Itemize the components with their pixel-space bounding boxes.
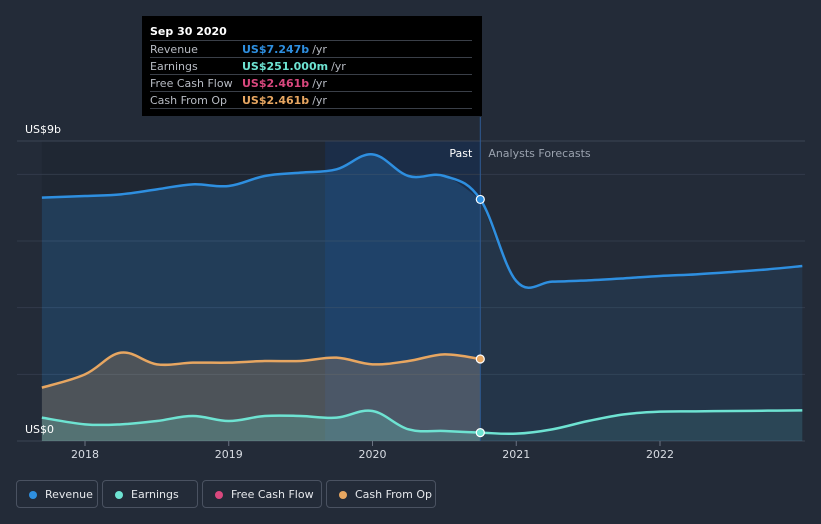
tooltip: Sep 30 2020 Revenue US$7.247b/yr Earning… — [142, 16, 482, 116]
tooltip-value-text: US$2.461b — [242, 94, 310, 107]
series-line-cash-from-op — [41, 351, 481, 389]
tooltip-unit: /yr — [312, 77, 327, 90]
tooltip-value-text: US$251.000m — [242, 60, 329, 73]
tooltip-value: US$2.461b/yr — [242, 77, 327, 90]
x-tick-label: 2019 — [215, 448, 243, 461]
tooltip-row-free-cash-flow: Free Cash Flow US$2.461b/yr — [150, 74, 472, 91]
legend-dot-icon — [29, 491, 37, 499]
series-area-forecast-earnings — [480, 410, 803, 441]
y-axis-label-top: US$9b — [25, 123, 61, 136]
past-label: Past — [449, 147, 473, 160]
legend-label: Cash From Op — [355, 488, 433, 501]
tooltip-value-text: US$2.461b — [242, 77, 310, 90]
x-tick-label: 2018 — [71, 448, 99, 461]
tooltip-label: Free Cash Flow — [150, 77, 233, 90]
tooltip-label: Earnings — [150, 60, 198, 73]
legend-item-revenue[interactable]: Revenue — [16, 480, 98, 508]
x-tick-label: 2021 — [502, 448, 530, 461]
tooltip-row-earnings: Earnings US$251.000m/yr — [150, 57, 472, 74]
legend-label: Earnings — [131, 488, 179, 501]
series-area-past-cash-from-op — [41, 352, 481, 441]
tooltip-row-revenue: Revenue US$7.247b/yr — [150, 40, 472, 57]
tooltip-value: US$2.461b/yr — [242, 94, 327, 107]
series-line-revenue — [41, 153, 803, 290]
x-tick-label: 2020 — [359, 448, 387, 461]
series-area-forecast-revenue — [480, 199, 803, 441]
y-axis-label-bottom: US$0 — [25, 423, 54, 436]
tooltip-unit: /yr — [312, 94, 327, 107]
series-area-past-revenue — [41, 154, 481, 441]
tooltip-value: US$251.000m/yr — [242, 60, 346, 73]
series-line-earnings — [41, 409, 803, 436]
series-area-past-earnings — [41, 410, 481, 441]
marker-cash-from-op — [475, 354, 485, 364]
legend-item-earnings[interactable]: Earnings — [102, 480, 198, 508]
tooltip-value: US$7.247b/yr — [242, 43, 327, 56]
marker-earnings — [475, 428, 485, 438]
tooltip-label: Cash From Op — [150, 94, 228, 107]
legend-dot-icon — [115, 491, 123, 499]
legend-dot-icon — [339, 491, 347, 499]
legend-label: Free Cash Flow — [231, 488, 314, 501]
x-tick-label: 2022 — [646, 448, 674, 461]
highlight-band — [325, 141, 481, 441]
forecast-label: Analysts Forecasts — [488, 147, 591, 160]
tooltip-label: Revenue — [150, 43, 198, 56]
legend-item-cash-from-op[interactable]: Cash From Op — [326, 480, 436, 508]
tooltip-date: Sep 30 2020 — [150, 25, 227, 38]
marker-revenue — [475, 194, 485, 205]
tooltip-value-text: US$7.247b — [242, 43, 310, 56]
tooltip-unit: /yr — [331, 60, 346, 73]
legend-label: Revenue — [45, 488, 93, 501]
legend-dot-icon — [215, 491, 223, 499]
tooltip-unit: /yr — [312, 43, 327, 56]
tooltip-row-cash-from-op: Cash From Op US$2.461b/yr — [150, 91, 472, 109]
legend-item-free-cash-flow[interactable]: Free Cash Flow — [202, 480, 322, 508]
